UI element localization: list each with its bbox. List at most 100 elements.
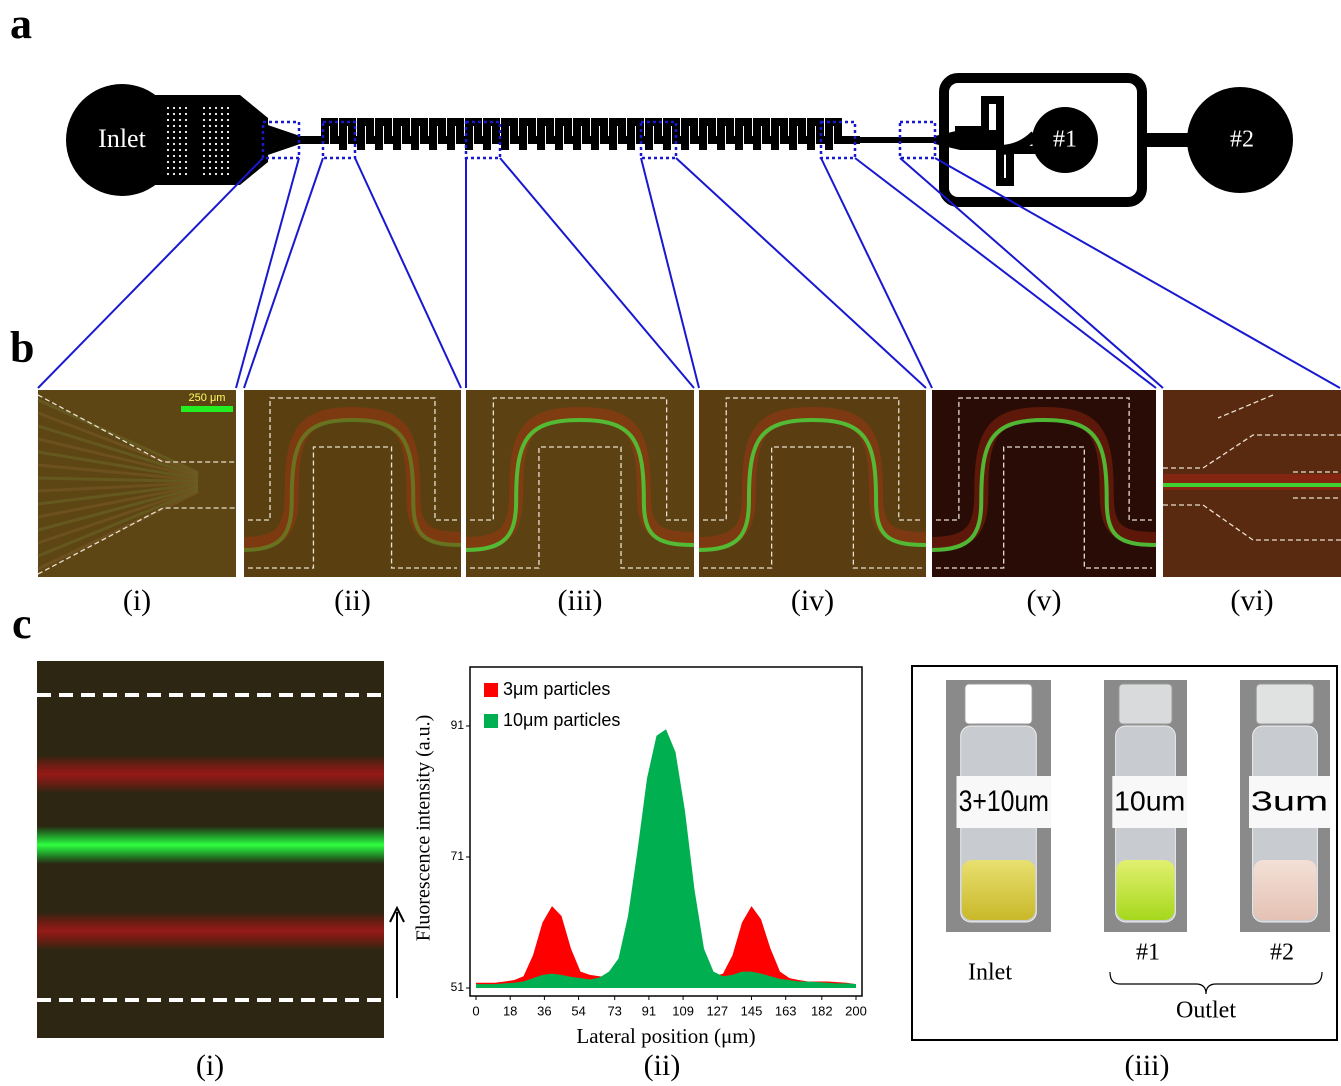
micrograph-label: (vi) <box>1230 584 1273 617</box>
pillar <box>179 143 181 145</box>
pillar <box>227 161 229 163</box>
pillar <box>179 137 181 139</box>
pillar <box>185 107 187 109</box>
chart: Fluorescence intensity (a.u.) Lateral po… <box>413 667 867 1048</box>
zoom-line <box>676 158 926 388</box>
legend-label: 10μm particles <box>503 710 620 730</box>
pillar <box>185 131 187 133</box>
pillar <box>215 143 217 145</box>
pillar <box>173 107 175 109</box>
pillar <box>167 131 169 133</box>
vial-liquid <box>1116 860 1174 920</box>
micrograph-label: (i) <box>123 584 151 617</box>
pillar <box>209 119 211 121</box>
zoom-line <box>355 158 461 388</box>
panel-label: b <box>10 323 34 372</box>
x-tick-label: 127 <box>706 1003 728 1018</box>
caption: #1 <box>1136 940 1160 966</box>
pillar <box>167 167 169 169</box>
caption: Inlet <box>968 960 1012 986</box>
pillar <box>227 125 229 127</box>
pillar <box>173 119 175 121</box>
vial-cap <box>1256 684 1314 724</box>
x-tick-label: 0 <box>472 1003 479 1018</box>
pillar <box>221 161 223 163</box>
pillar <box>179 125 181 127</box>
x-tick-label: 18 <box>503 1003 517 1018</box>
pillar <box>167 113 169 115</box>
x-tick-label: 109 <box>672 1003 694 1018</box>
vial-liquid <box>1254 860 1317 920</box>
vial-cap <box>965 684 1032 724</box>
serpentine-channel <box>298 122 860 150</box>
pillar <box>227 131 229 133</box>
chip-diagram: Inlet #1 #2 <box>66 78 1293 202</box>
pillar <box>209 137 211 139</box>
pillar <box>167 119 169 121</box>
x-tick-label: 200 <box>845 1003 867 1018</box>
pillar <box>209 113 211 115</box>
pillar <box>203 173 205 175</box>
micrograph-label: (v) <box>1027 584 1062 617</box>
pillar <box>179 161 181 163</box>
pillar <box>203 119 205 121</box>
pillar <box>215 149 217 151</box>
pillar <box>185 137 187 139</box>
pillar <box>215 113 217 115</box>
area <box>476 729 856 988</box>
pillar <box>215 161 217 163</box>
vial-liquid <box>962 860 1036 920</box>
pillar <box>209 173 211 175</box>
pillar <box>215 119 217 121</box>
pillar <box>221 113 223 115</box>
micrograph-label: (iii) <box>558 584 603 617</box>
pillar <box>209 131 211 133</box>
zoom-line <box>236 158 299 388</box>
zoom-line <box>900 158 1163 388</box>
pillar <box>185 161 187 163</box>
pillar <box>203 113 205 115</box>
pillar <box>209 155 211 157</box>
panel-label: c <box>12 599 32 648</box>
pillar <box>221 125 223 127</box>
scale-bar-label: 250 μm <box>189 392 226 404</box>
pillar <box>173 167 175 169</box>
pillar <box>173 131 175 133</box>
pillar <box>221 119 223 121</box>
zoom-line <box>855 158 1156 388</box>
pillar <box>179 119 181 121</box>
pillar <box>173 137 175 139</box>
pillar <box>179 155 181 157</box>
pillar <box>179 167 181 169</box>
x-tick-label: 163 <box>775 1003 797 1018</box>
pillar <box>167 125 169 127</box>
outlet-label: #2 <box>1230 127 1254 153</box>
caption: #2 <box>1270 940 1294 966</box>
pillar <box>167 137 169 139</box>
pillar <box>227 173 229 175</box>
zoom-line <box>38 158 263 388</box>
zoom-line <box>641 158 699 388</box>
pillar <box>203 149 205 151</box>
x-tick-label: 54 <box>571 1003 585 1018</box>
pillar <box>173 173 175 175</box>
pillar <box>203 143 205 145</box>
inlet-label: Inlet <box>98 124 146 153</box>
pillar <box>179 173 181 175</box>
pillar <box>173 143 175 145</box>
brace <box>1110 972 1322 994</box>
panel-label: a <box>10 0 32 48</box>
pillar <box>179 107 181 109</box>
pillar <box>227 113 229 115</box>
pillar <box>215 155 217 157</box>
pillar <box>167 149 169 151</box>
y-tick-label: 51 <box>451 980 465 994</box>
pillar <box>209 161 211 163</box>
subpanel-label: (i) <box>196 1049 224 1082</box>
zoom-line <box>244 158 323 388</box>
pillar <box>227 107 229 109</box>
micrograph <box>38 390 236 577</box>
pillar <box>173 149 175 151</box>
y-axis-label: Fluorescence intensity (a.u.) <box>413 715 435 942</box>
pillar <box>221 167 223 169</box>
